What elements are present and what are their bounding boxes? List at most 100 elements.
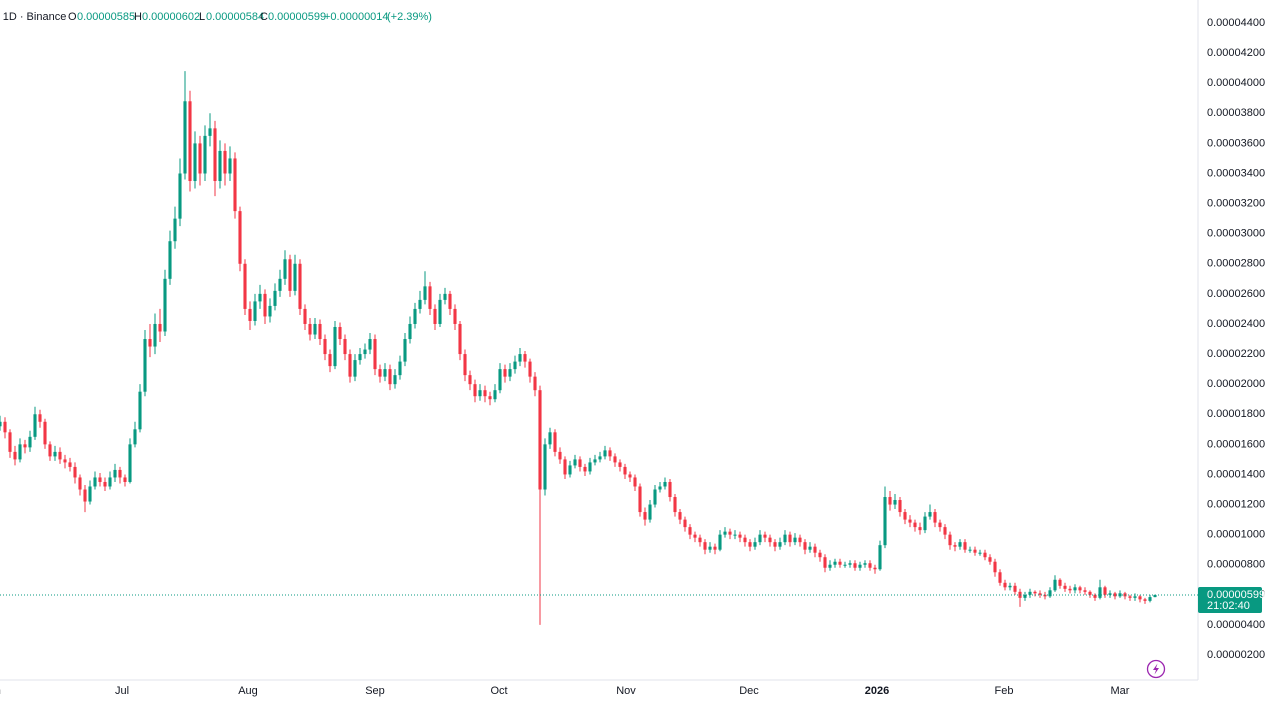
candle-body (518, 354, 522, 362)
candle-body (288, 259, 292, 291)
high-value: 0.00000602 (142, 11, 200, 23)
candle-body (853, 563, 857, 568)
candle-body (338, 326, 342, 340)
candle-body (903, 512, 907, 520)
y-tick-label: 0.00003800 (1207, 107, 1265, 119)
candle-body (1038, 593, 1042, 595)
y-tick-label: 0.00000800 (1207, 559, 1265, 571)
candle-body (38, 414, 42, 422)
lightning-button[interactable] (1146, 659, 1166, 679)
candle-body (918, 527, 922, 531)
y-tick-label: 0.00000200 (1207, 649, 1265, 661)
x-tick-label: Mar (1111, 685, 1130, 697)
candle-body (1113, 593, 1117, 597)
candle-body (1108, 593, 1112, 595)
candle-body (128, 444, 132, 482)
candle-body (1053, 579, 1057, 591)
last-price-box (1198, 586, 1262, 613)
candle-body (3, 421, 7, 433)
candle-body (583, 466, 587, 472)
candle-body (778, 542, 782, 547)
candle-body (803, 542, 807, 550)
y-tick-label: 0.00000400 (1207, 619, 1265, 631)
x-tick-label: Aug (238, 685, 258, 697)
candle-body (1103, 587, 1107, 595)
candle-body (8, 432, 12, 452)
candle-body (463, 354, 467, 376)
candle-body (988, 557, 992, 562)
change-percent: (+2.39%) (387, 11, 432, 23)
x-tick-label: Sep (365, 685, 385, 697)
candle-body (168, 241, 172, 279)
candle-body (588, 462, 592, 472)
candle-body (218, 150, 222, 182)
open-label: O (68, 11, 77, 23)
candle-body (643, 512, 647, 520)
candle-body (843, 564, 847, 566)
candle-body (163, 278, 167, 332)
countdown-label: 21:02:40 (1207, 600, 1250, 612)
candle-body (683, 519, 687, 528)
candle-body (623, 466, 627, 475)
candle-body (1133, 596, 1137, 598)
x-tick-label: Jul (115, 685, 129, 697)
candle-body (78, 477, 82, 490)
candle-body (708, 546, 712, 550)
candle-body (913, 522, 917, 528)
candle-body (728, 531, 732, 535)
candle-body (1098, 587, 1102, 598)
candle-body (568, 465, 572, 475)
candle-body (263, 293, 267, 317)
candle-body (758, 534, 762, 543)
close-label: C (260, 11, 268, 23)
candle-body (928, 512, 932, 517)
candle-body (428, 286, 432, 309)
y-tick-label: 0.00001000 (1207, 529, 1265, 541)
candle-body (68, 462, 72, 467)
candle-body (223, 150, 227, 174)
candle-body (538, 390, 542, 490)
candle-body (43, 421, 47, 445)
candle-body (798, 537, 802, 543)
candle-body (213, 128, 217, 182)
candle-body (863, 563, 867, 565)
candle-body (108, 477, 112, 487)
y-tick-label: 0.00002000 (1207, 378, 1265, 390)
candle-body (848, 563, 852, 565)
y-tick-label: 0.00004000 (1207, 77, 1265, 89)
candle-body (658, 486, 662, 490)
low-value: 0.00000584 (206, 11, 264, 23)
candle-body (423, 286, 427, 300)
candle-body (693, 534, 697, 538)
candle-body (203, 135, 207, 174)
candle-body (208, 128, 212, 136)
low-label: L (199, 11, 205, 23)
candle-body (733, 534, 737, 536)
candle-body (893, 500, 897, 505)
y-tick-label: 0.00003600 (1207, 137, 1265, 149)
candle-body (788, 534, 792, 543)
candle-body (373, 339, 377, 370)
x-tick-label: Jun (0, 685, 1, 697)
candle-body (238, 211, 242, 264)
candle-body (713, 546, 717, 550)
candle-body (148, 339, 152, 347)
candle-body (493, 390, 497, 400)
candle-body (488, 396, 492, 400)
plot-area (0, 71, 1157, 625)
y-tick-label: 0.00002800 (1207, 258, 1265, 270)
candle-body (648, 504, 652, 520)
candle-body (878, 545, 882, 570)
candle-body (1028, 591, 1032, 595)
candle-body (938, 522, 942, 528)
candle-body (993, 561, 997, 573)
candle-body (633, 477, 637, 487)
candle-body (1073, 587, 1077, 591)
candle-body (413, 308, 417, 324)
candle-body (1153, 594, 1157, 598)
open-value: 0.00000585 (77, 11, 135, 23)
x-tick-label: Nov (616, 685, 636, 697)
candle-body (93, 477, 97, 487)
